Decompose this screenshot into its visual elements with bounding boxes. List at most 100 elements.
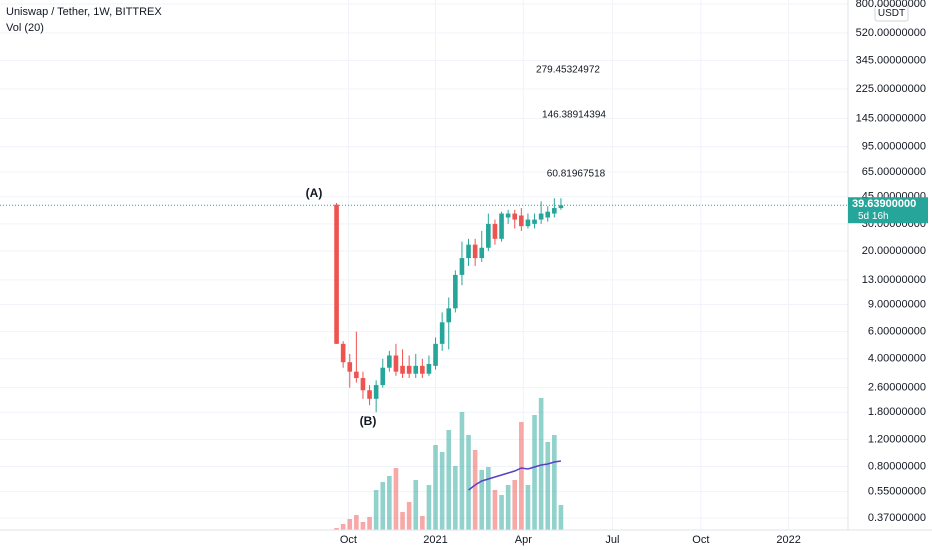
x-tick-label: Jul — [605, 534, 619, 546]
volume-bar — [433, 445, 438, 530]
candle-body — [354, 371, 359, 379]
volume-bar — [505, 485, 511, 530]
volume-bar — [387, 476, 392, 530]
volume-bar — [499, 495, 504, 530]
volume-bar — [558, 505, 564, 530]
annotation: (B) — [360, 414, 377, 428]
volume-bar — [466, 435, 471, 530]
volume-bar — [538, 398, 544, 530]
y-tick-label: 225.00000000 — [856, 83, 926, 95]
volume-bar — [472, 450, 478, 530]
candle-body — [525, 219, 531, 227]
y-tick-label: 20.00000000 — [862, 245, 926, 257]
volume-bar — [420, 516, 425, 530]
volume-bar — [354, 515, 359, 530]
candle-body — [420, 365, 425, 374]
x-tick-label: 2022 — [776, 534, 800, 546]
volume-bar — [373, 490, 379, 530]
y-tick-label: 800.00000000 — [856, 0, 926, 10]
y-tick-label: 6.00000000 — [868, 326, 926, 338]
candle-layer — [0, 198, 848, 413]
volume-bar — [426, 485, 432, 530]
volume-bar — [532, 415, 537, 530]
price-tag-label: 39.63900000 — [852, 198, 916, 210]
volume-bar — [406, 502, 412, 530]
candle-body — [360, 378, 366, 391]
volume-ma-line — [468, 460, 562, 491]
volume-bar — [340, 524, 346, 530]
candle-body — [373, 385, 379, 399]
candle-body — [492, 223, 498, 239]
candle-body — [558, 205, 564, 209]
volume-bar — [393, 468, 399, 530]
y-tick-label: 345.00000000 — [856, 54, 926, 66]
chart-title: Uniswap / Tether, 1W, BITTREX — [6, 6, 162, 18]
y-tick-label: 0.80000000 — [868, 460, 926, 472]
volume-bar — [459, 412, 465, 530]
volume-bar — [360, 522, 366, 530]
volume-bar — [367, 517, 372, 530]
volume-bar — [492, 490, 498, 530]
annotation: 146.38914394 — [542, 110, 606, 121]
candle-body — [459, 258, 465, 275]
x-tick-label: Oct — [340, 534, 357, 546]
candle-body — [426, 363, 432, 374]
y-tick-label: 520.00000000 — [856, 27, 926, 39]
candle-body — [446, 308, 452, 323]
y-tick-label: 1.20000000 — [868, 433, 926, 445]
y-tick-label: 2.60000000 — [868, 382, 926, 394]
x-tick-label: Oct — [692, 534, 709, 546]
y-tick-label: 4.00000000 — [868, 353, 926, 365]
y-tick-label: 9.00000000 — [868, 298, 926, 310]
axes: 800.00000000 520.00000000 345.00000000 225.… — [340, 0, 928, 546]
volume-bar — [380, 482, 386, 530]
candle-body — [367, 390, 372, 399]
candle-body — [552, 208, 557, 214]
volume-layer — [334, 398, 564, 530]
volume-bar — [334, 528, 339, 530]
currency[interactable]: USDT — [878, 8, 905, 19]
y-tick-label: 95.00000000 — [862, 141, 926, 153]
x-tick-label: Apr — [515, 534, 532, 546]
volume-bar — [512, 480, 518, 530]
y-tick-label: 0.37000000 — [868, 512, 926, 524]
volume-bar — [400, 512, 405, 530]
candle-body — [479, 247, 485, 259]
volume-bar — [479, 470, 485, 530]
candle-body — [387, 355, 392, 368]
candle-body — [380, 367, 386, 386]
candle-body — [400, 365, 405, 374]
candle-body — [519, 215, 524, 227]
y-tick-label: 65.00000000 — [862, 166, 926, 178]
volume-bar — [413, 480, 419, 530]
candle-body — [486, 223, 491, 248]
candle-body — [347, 362, 353, 372]
candle-body — [499, 213, 504, 239]
x-tick-label: 2021 — [423, 534, 447, 546]
volume-bar — [347, 519, 353, 530]
candle-body — [453, 274, 458, 309]
volume-bar — [439, 452, 445, 530]
price-tag — [848, 197, 928, 224]
candle-body — [545, 211, 551, 218]
volume-bar — [552, 435, 557, 530]
candle-body — [512, 213, 518, 220]
y-tick-label: 13.00000000 — [862, 274, 926, 286]
y-tick-label: 145.00000000 — [856, 112, 926, 124]
y-tick-label: 0.55000000 — [868, 486, 926, 498]
annotation: 60.81967518 — [547, 169, 606, 180]
volume-bar — [453, 466, 458, 530]
candle-body — [466, 244, 471, 259]
candle-body — [439, 322, 445, 344]
candle-body — [334, 204, 339, 344]
indicator-label: Vol (20) — [6, 22, 44, 34]
candle-body — [538, 213, 544, 220]
candle-body — [472, 244, 478, 259]
candle-body — [505, 213, 511, 218]
candle-body — [532, 219, 537, 224]
candle-body — [413, 365, 419, 374]
volume-bar — [525, 485, 531, 530]
currency-box[interactable] — [874, 4, 909, 22]
